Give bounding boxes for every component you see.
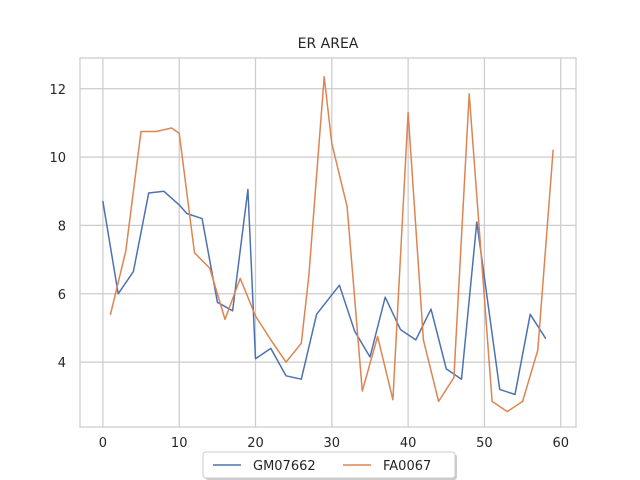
y-tick-label: 10 [49,151,66,166]
y-tick-label: 4 [58,356,66,371]
x-tick-label: 40 [400,436,417,451]
x-tick-label: 10 [171,436,188,451]
x-tick-labels: 0 10 20 30 40 50 60 [99,436,569,451]
series-line-fa0067 [109,76,554,413]
series-lines [102,76,554,413]
plot-background [80,58,576,427]
legend-box [202,451,456,479]
grid [80,58,576,427]
x-tick-label: 50 [476,436,493,451]
legend-label: GM07662 [253,459,316,474]
y-tick-label: 8 [58,219,66,234]
x-tick-label: 20 [247,436,264,451]
series-line-gm07662 [102,188,547,396]
y-tick-labels: 4 6 8 10 12 [49,83,66,371]
plot-frame [79,57,577,428]
legend: GM07662 FA0067 [202,451,457,480]
x-tick-label: 30 [324,436,341,451]
x-tick-label: 0 [99,436,107,451]
chart-title: ER AREA [298,36,359,52]
y-tick-label: 6 [58,288,66,303]
x-tick-label: 60 [552,436,569,451]
y-tick-label: 12 [49,83,66,98]
legend-label: FA0067 [383,459,431,474]
